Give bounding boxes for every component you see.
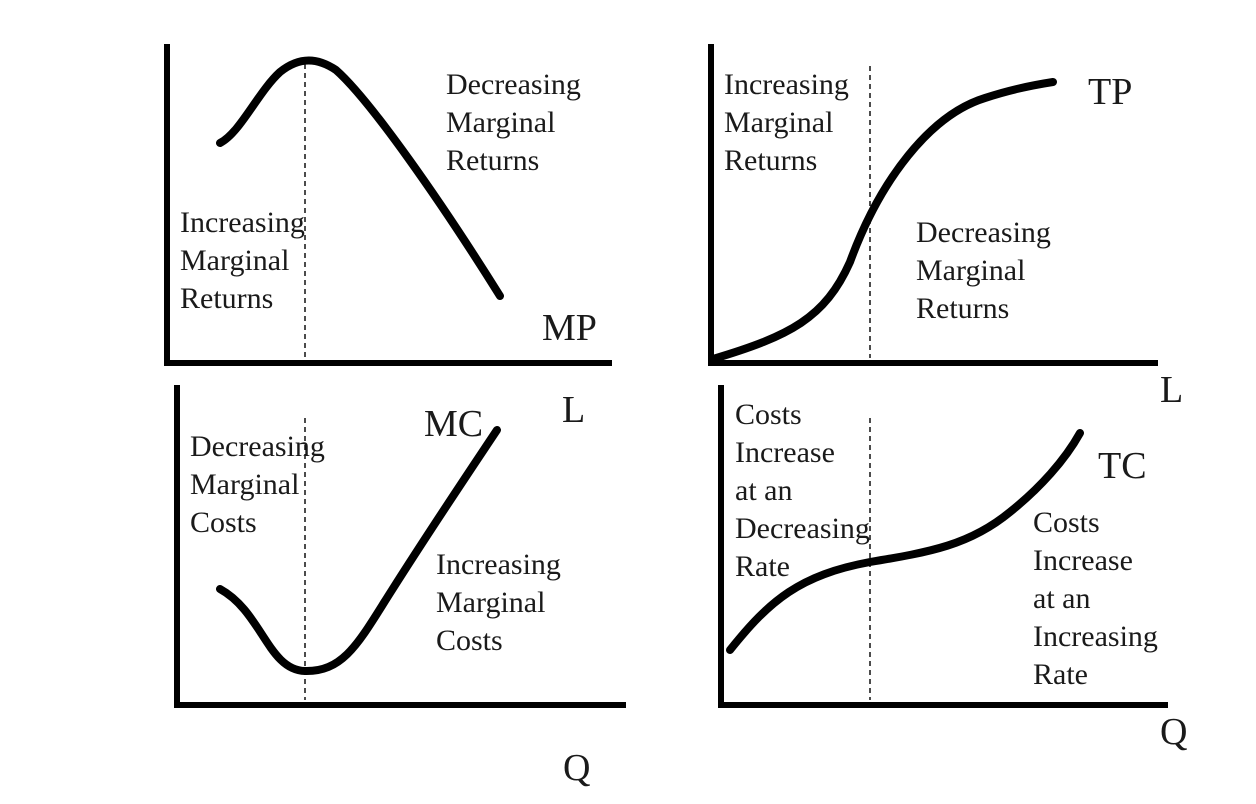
tc-left-annotation-line: Increase xyxy=(735,436,835,469)
tc-right-annotation-line: Rate xyxy=(1033,658,1088,691)
tp-right-annotation-line: Returns xyxy=(916,292,1009,325)
mc-right-annotation-line: Costs xyxy=(436,624,503,657)
tc-right-annotation-line: Increasing xyxy=(1033,620,1158,653)
mc-left-annotation-line: Costs xyxy=(190,506,257,539)
tp-panel: TP Increasing Marginal Returns Decreasin… xyxy=(708,44,1183,411)
mc-right-annotation-line: Increasing xyxy=(436,548,561,581)
mc-x-axis-label: Q xyxy=(563,747,590,789)
mp-panel: MP Increasing Marginal Returns Decreasin… xyxy=(164,44,612,431)
mc-left-annotation-line: Marginal xyxy=(190,468,299,501)
mp-right-annotation-line: Returns xyxy=(446,144,539,177)
mp-curve-label: MP xyxy=(542,307,597,349)
mp-curve xyxy=(216,56,504,300)
tc-x-axis-label: Q xyxy=(1160,711,1187,753)
tc-curve-label: TC xyxy=(1098,445,1147,487)
tp-right-annotation-line: Decreasing xyxy=(916,216,1051,249)
mc-right-annotation-line: Marginal xyxy=(436,586,545,619)
mc-curve xyxy=(216,426,501,676)
mp-right-annotation-line: Decreasing xyxy=(446,68,581,101)
tc-left-annotation: Costs Increase at an Decreasing Rate xyxy=(735,398,877,583)
tp-x-axis-label: L xyxy=(1160,369,1183,411)
mc-left-annotation: Decreasing Marginal Costs xyxy=(190,430,332,539)
mp-left-annotation-line: Returns xyxy=(180,282,273,315)
mp-x-axis-label: L xyxy=(562,389,585,431)
tp-curve xyxy=(709,78,1057,363)
tp-left-annotation-line: Marginal xyxy=(724,106,833,139)
tp-left-annotation: Increasing Marginal Returns xyxy=(724,68,856,177)
mp-left-annotation-line: Marginal xyxy=(180,244,289,277)
tc-left-annotation-line: Rate xyxy=(735,550,790,583)
tp-left-annotation-line: Increasing xyxy=(724,68,849,101)
tc-right-annotation: Costs Increase at an Increasing Rate xyxy=(1033,506,1165,691)
tp-right-annotation: Decreasing Marginal Returns xyxy=(916,216,1058,325)
mc-curve-label: MC xyxy=(424,403,483,445)
mp-right-annotation-line: Marginal xyxy=(446,106,555,139)
tp-curve-label: TP xyxy=(1088,71,1132,113)
tc-right-annotation-line: Increase xyxy=(1033,544,1133,577)
mp-left-annotation: Increasing Marginal Returns xyxy=(180,206,312,315)
mc-left-annotation-line: Decreasing xyxy=(190,430,325,463)
mp-left-annotation-line: Increasing xyxy=(180,206,305,239)
mc-right-annotation: Increasing Marginal Costs xyxy=(436,548,568,657)
tp-right-annotation-line: Marginal xyxy=(916,254,1025,287)
tc-left-annotation-line: Costs xyxy=(735,398,802,431)
tc-panel: TC Costs Increase at an Decreasing Rate … xyxy=(718,385,1187,753)
mp-right-annotation: Decreasing Marginal Returns xyxy=(446,68,588,177)
tc-right-annotation-line: at an xyxy=(1033,582,1090,615)
tc-left-annotation-line: Decreasing xyxy=(735,512,870,545)
tc-curve xyxy=(726,429,1084,654)
tc-right-annotation-line: Costs xyxy=(1033,506,1100,539)
tc-left-annotation-line: at an xyxy=(735,474,792,507)
tp-left-annotation-line: Returns xyxy=(724,144,817,177)
mc-panel: MC Decreasing Marginal Costs Increasing … xyxy=(174,385,626,789)
